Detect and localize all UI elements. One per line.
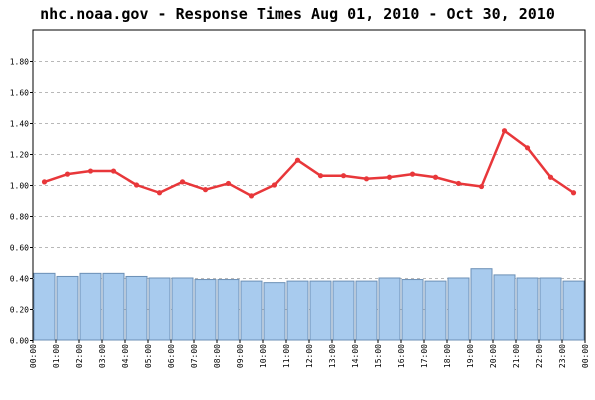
y-tick-label: 0.40 xyxy=(10,275,29,284)
y-tick-label: 0.00 xyxy=(10,337,29,346)
x-tick-label: 11:00 xyxy=(282,344,291,368)
y-tick-label: 1.40 xyxy=(10,120,29,129)
x-tick-label: 05:00 xyxy=(144,344,153,368)
line-point xyxy=(570,190,577,196)
line-point xyxy=(110,168,117,174)
x-tick-label: 08:00 xyxy=(213,344,222,368)
bar xyxy=(470,268,493,341)
bar xyxy=(286,280,309,341)
bar xyxy=(56,275,79,341)
bar xyxy=(424,280,447,341)
line-point xyxy=(455,180,462,187)
bar xyxy=(355,280,378,341)
y-tick-label: 0.60 xyxy=(10,244,29,253)
x-tick-label: 02:00 xyxy=(75,344,84,368)
y-tick-label: 1.20 xyxy=(10,151,29,160)
line-point xyxy=(64,171,71,177)
line-point xyxy=(432,174,439,180)
line-point xyxy=(87,168,94,174)
x-tick-label: 19:00 xyxy=(466,344,475,368)
bar xyxy=(79,272,102,341)
x-tick-label: 09:00 xyxy=(236,344,245,368)
line-point xyxy=(363,176,370,182)
line-point xyxy=(294,157,301,163)
x-tick-label: 01:00 xyxy=(52,344,61,368)
bar xyxy=(539,277,562,341)
line-point xyxy=(202,187,209,193)
bar xyxy=(378,277,401,341)
bar xyxy=(102,272,125,341)
x-tick-label: 17:00 xyxy=(420,344,429,368)
line-point xyxy=(524,145,531,151)
y-tick-label: 1.60 xyxy=(10,89,29,98)
bar xyxy=(493,274,516,341)
x-tick-label: 13:00 xyxy=(328,344,337,368)
line-point xyxy=(225,180,232,187)
line-point xyxy=(340,173,347,179)
x-tick-label: 20:00 xyxy=(489,344,498,368)
x-tick-label: 16:00 xyxy=(397,344,406,368)
x-tick-label: 21:00 xyxy=(512,344,521,368)
bar xyxy=(309,280,332,341)
y-tick-label: 0.20 xyxy=(10,306,29,315)
bar xyxy=(401,279,424,341)
x-tick-label: 06:00 xyxy=(167,344,176,368)
line-point xyxy=(478,183,485,190)
line-point xyxy=(271,182,278,188)
bar xyxy=(194,279,217,341)
bar xyxy=(125,275,148,341)
y-tick-label: 1.00 xyxy=(10,182,29,191)
line-point xyxy=(501,128,508,134)
x-tick-label: 15:00 xyxy=(374,344,383,368)
bar xyxy=(516,277,539,341)
bar xyxy=(332,280,355,341)
bar xyxy=(217,279,240,341)
line-point xyxy=(133,182,140,188)
line-point xyxy=(248,193,255,199)
bar xyxy=(33,272,56,341)
bar xyxy=(148,277,171,341)
bar xyxy=(263,282,286,341)
x-tick-label: 07:00 xyxy=(190,344,199,368)
chart-title: nhc.noaa.gov - Response Times Aug 01, 20… xyxy=(40,5,555,23)
line-point xyxy=(156,190,163,196)
x-tick-label: 00:00 xyxy=(581,344,590,368)
x-tick-label: 00:00 xyxy=(29,344,38,368)
x-tick-label: 18:00 xyxy=(443,344,452,368)
line-point xyxy=(179,179,186,185)
x-tick-label: 12:00 xyxy=(305,344,314,368)
line-point xyxy=(409,171,416,177)
y-tick-label: 0.80 xyxy=(10,213,29,222)
x-tick-label: 22:00 xyxy=(535,344,544,368)
line-point xyxy=(386,174,393,180)
x-tick-label: 10:00 xyxy=(259,344,268,368)
bar xyxy=(562,280,585,341)
x-tick-label: 03:00 xyxy=(98,344,107,368)
y-tick-label: 1.80 xyxy=(10,58,29,67)
bar xyxy=(447,277,470,341)
series-line xyxy=(44,129,575,198)
bar xyxy=(240,280,263,341)
x-tick-label: 14:00 xyxy=(351,344,360,368)
bar xyxy=(171,277,194,341)
line-point xyxy=(317,173,324,179)
line-point xyxy=(41,179,48,185)
line-point xyxy=(547,174,554,180)
x-tick-label: 23:00 xyxy=(558,344,567,368)
x-tick-label: 04:00 xyxy=(121,344,130,368)
